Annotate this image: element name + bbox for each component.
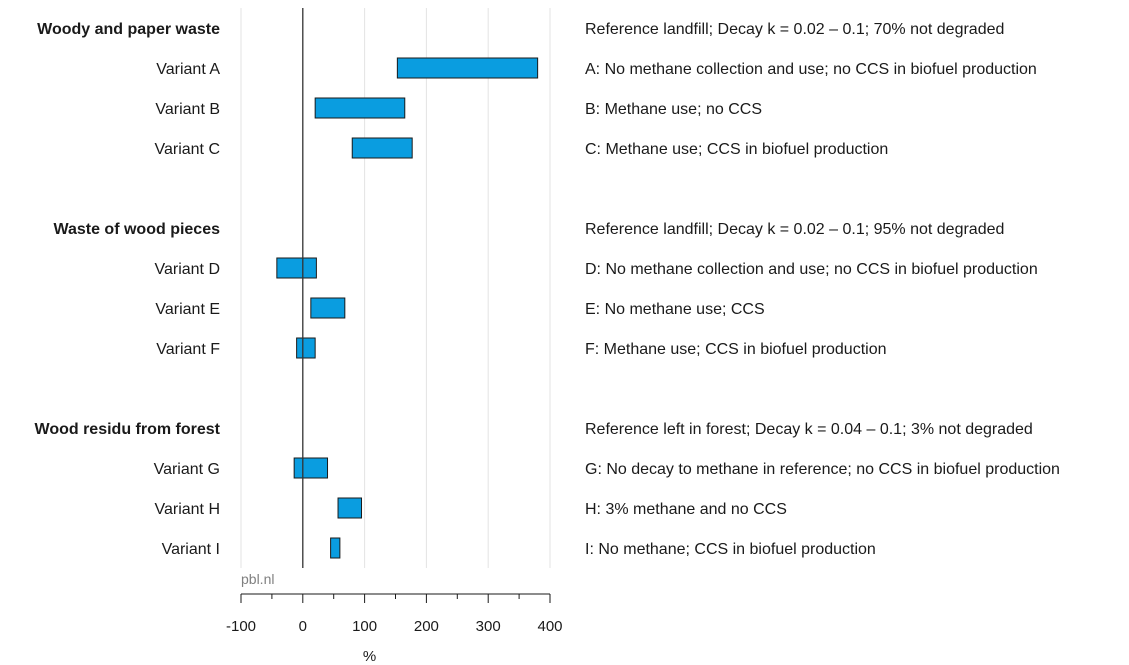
variant-label: Variant B	[155, 101, 220, 118]
group-description: Reference left in forest; Decay k = 0.04…	[585, 421, 1033, 438]
x-tick-label: 100	[352, 618, 377, 635]
variant-description: G: No decay to methane in reference; no …	[585, 461, 1060, 478]
variant-label: Variant H	[154, 501, 220, 518]
range-bar	[330, 537, 341, 559]
variant-description: C: Methane use; CCS in biofuel productio…	[585, 141, 888, 158]
range-bar	[351, 137, 413, 159]
source-label: pbl.nl	[241, 571, 274, 587]
bars	[276, 57, 539, 559]
gridlines	[240, 8, 551, 568]
row-labels: Woody and paper waste Variant A Variant B V…	[35, 21, 221, 558]
descriptions: Reference landfill; Decay k = 0.02 – 0.1…	[585, 21, 1060, 558]
x-tick-label: 400	[537, 618, 562, 635]
group-title: Woody and paper waste	[37, 21, 220, 38]
group-title: Wood residu from forest	[35, 421, 221, 438]
range-bar	[293, 457, 329, 479]
x-axis: pbl.nl -100 0 100 200 300 400%	[226, 571, 563, 665]
x-tick-label: -100	[226, 618, 256, 635]
x-tick-label: 0	[299, 618, 307, 635]
range-bar	[296, 337, 316, 359]
variant-label: Variant E	[155, 301, 220, 318]
x-tick-label: 200	[414, 618, 439, 635]
variant-description: A: No methane collection and use; no CCS…	[585, 61, 1037, 78]
variant-label: Variant F	[156, 341, 220, 358]
variant-label: Variant A	[156, 61, 220, 78]
variant-description: E: No methane use; CCS	[585, 301, 765, 318]
variant-description: I: No methane; CCS in biofuel production	[585, 541, 876, 558]
variant-description: H: 3% methane and no CCS	[585, 501, 787, 518]
variant-label: Variant C	[154, 141, 220, 158]
x-tick-label: 300	[476, 618, 501, 635]
x-axis-unit: %	[363, 648, 376, 665]
range-bar	[314, 97, 406, 119]
range-bar	[276, 257, 317, 279]
range-bar	[310, 297, 346, 319]
variant-description: D: No methane collection and use; no CCS…	[585, 261, 1038, 278]
variant-description: F: Methane use; CCS in biofuel productio…	[585, 341, 887, 358]
variant-label: Variant G	[154, 461, 220, 478]
range-bar	[396, 57, 539, 79]
group-title: Waste of wood pieces	[53, 221, 220, 238]
group-description: Reference landfill; Decay k = 0.02 – 0.1…	[585, 21, 1004, 38]
group-description: Reference landfill; Decay k = 0.02 – 0.1…	[585, 221, 1004, 238]
variant-label: Variant D	[154, 261, 220, 278]
variant-label: Variant I	[162, 541, 220, 558]
variant-description: B: Methane use; no CCS	[585, 101, 762, 118]
range-bar	[337, 497, 363, 519]
